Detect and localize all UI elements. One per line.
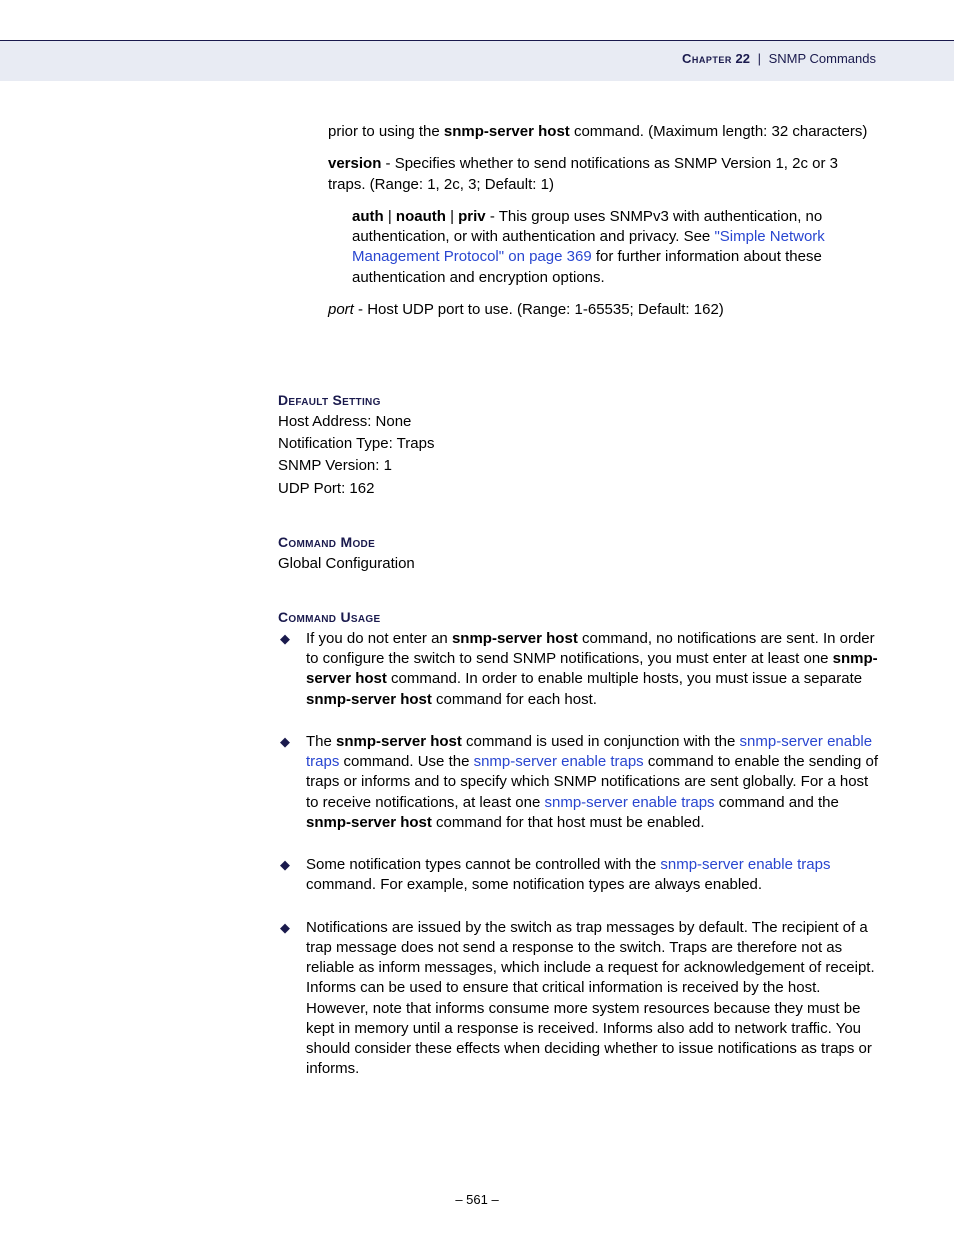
cm-line1: Global Configuration (278, 554, 878, 574)
upper-content: prior to using the snmp-server host comm… (328, 122, 878, 332)
page: Chapter 22 | SNMP Commands prior to usin… (0, 0, 954, 1235)
header-band: Chapter 22 | SNMP Commands (0, 40, 954, 81)
text: command for each host. (432, 691, 597, 708)
kw-port: port (328, 301, 354, 318)
ds-line1: Host Address: None (278, 412, 878, 432)
ds-line4: UDP Port: 162 (278, 479, 878, 499)
text: If you do not enter an (306, 630, 452, 647)
kw-noauth: noauth (396, 208, 446, 225)
cmd: snmp-server host (306, 691, 432, 708)
usage-item-2: The snmp-server host command is used in … (278, 732, 878, 833)
cmd: snmp-server host (306, 814, 432, 831)
text: | (384, 208, 396, 225)
chapter-number: 22 (735, 51, 749, 66)
header-separator: | (758, 51, 761, 66)
kw-version: version (328, 155, 381, 172)
page-footer: – 561 – (0, 1192, 954, 1207)
heading-command-mode: Command Mode (278, 533, 878, 552)
text: command. Use the (339, 753, 473, 770)
heading-command-usage: Command Usage (278, 608, 878, 627)
page-number: – 561 – (455, 1192, 498, 1207)
usage-item-3: Some notification types cannot be contro… (278, 855, 878, 896)
cmd-snmp-server-host: snmp-server host (444, 123, 570, 140)
text: prior to using the (328, 123, 444, 140)
ds-line2: Notification Type: Traps (278, 434, 878, 454)
header-title: SNMP Commands (769, 51, 876, 66)
link-enable-traps[interactable]: snmp-server enable traps (474, 753, 644, 770)
usage-item-1: If you do not enter an snmp-server host … (278, 629, 878, 710)
para-prior: prior to using the snmp-server host comm… (328, 122, 878, 142)
chapter-label: Chapter (682, 51, 732, 66)
usage-item-4: Notifications are issued by the switch a… (278, 918, 878, 1080)
cmd: snmp-server host (336, 733, 462, 750)
link-enable-traps[interactable]: snmp-server enable traps (660, 856, 830, 873)
text: command and the (715, 794, 839, 811)
text: - Host UDP port to use. (Range: 1-65535;… (354, 301, 724, 318)
usage-list: If you do not enter an snmp-server host … (278, 629, 878, 1080)
text: - Specifies whether to send notification… (328, 155, 838, 192)
kw-auth: auth (352, 208, 384, 225)
cmd: snmp-server host (452, 630, 578, 647)
text: command. For example, some notification … (306, 876, 762, 893)
text: command. In order to enable multiple hos… (387, 670, 862, 687)
para-port: port - Host UDP port to use. (Range: 1-6… (328, 300, 878, 320)
text: The (306, 733, 336, 750)
text: command is used in conjunction with the (462, 733, 740, 750)
link-enable-traps[interactable]: snmp-server enable traps (544, 794, 714, 811)
text: | (446, 208, 458, 225)
ds-line3: SNMP Version: 1 (278, 456, 878, 476)
para-auth: auth | noauth | priv - This group uses S… (352, 207, 878, 288)
text: command. (Maximum length: 32 characters) (570, 123, 868, 140)
para-version: version - Specifies whether to send noti… (328, 154, 878, 195)
kw-priv: priv (458, 208, 486, 225)
lower-content: Default Setting Host Address: None Notif… (278, 385, 878, 1102)
text: Notifications are issued by the switch a… (306, 919, 875, 1078)
running-header: Chapter 22 | SNMP Commands (682, 51, 876, 66)
text: command for that host must be enabled. (432, 814, 705, 831)
text: Some notification types cannot be contro… (306, 856, 660, 873)
heading-default-setting: Default Setting (278, 391, 878, 410)
